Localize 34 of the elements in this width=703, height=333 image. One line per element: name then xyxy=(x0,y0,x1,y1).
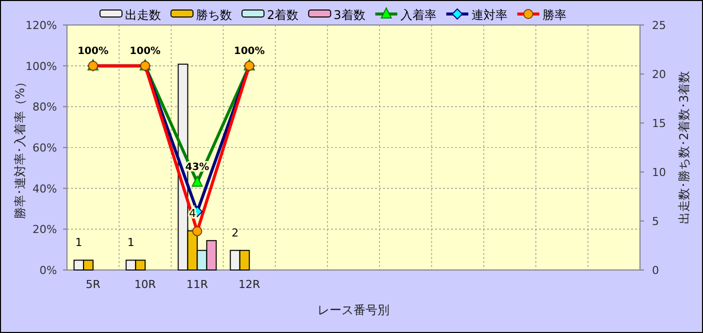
y-tick-label: 120% xyxy=(26,19,57,32)
x-axis-title: レース番号別 xyxy=(318,303,390,317)
y2-tick-label: 5 xyxy=(652,215,659,228)
y2-tick-label: 20 xyxy=(652,68,666,81)
legend-label: 入着率 xyxy=(400,8,436,22)
data-label: 1 xyxy=(75,236,82,250)
y2-tick-label: 0 xyxy=(652,264,659,277)
legend-label: 出走数 xyxy=(125,8,161,22)
legend-label: 勝率 xyxy=(542,8,566,22)
y-tick-label: 80% xyxy=(32,100,57,114)
y-tick-label: 0% xyxy=(40,264,57,277)
data-label: 100% xyxy=(130,46,161,57)
x-tick-label: 5R xyxy=(86,278,101,291)
y2-tick-label: 15 xyxy=(652,117,666,130)
legend-label: 連対率 xyxy=(471,8,508,22)
y2-tick-label: 10 xyxy=(652,166,666,179)
legend-label: 3着数 xyxy=(334,8,366,22)
y2-axis-title: 出走数･勝ち数･2着数･3着数 xyxy=(677,70,691,224)
data-label: 100% xyxy=(234,46,265,57)
legend-label: 勝ち数 xyxy=(196,8,232,22)
data-label: 100% xyxy=(78,46,108,57)
y-tick-label: 100% xyxy=(26,60,57,73)
data-label: 4 xyxy=(188,206,196,220)
x-tick-label: 11R xyxy=(186,278,208,291)
y-tick-label: 40% xyxy=(32,182,57,196)
x-tick-label: 10R xyxy=(134,278,156,291)
data-label: 1 xyxy=(127,236,134,250)
y-tick-label: 20% xyxy=(32,223,57,236)
y-axis-title: 勝率･連対率･入着率（%） xyxy=(13,76,27,220)
legend-label: 2着数 xyxy=(267,8,299,22)
x-tick-label: 12R xyxy=(238,278,260,291)
y2-tick-label: 25 xyxy=(652,19,666,32)
data-label: 2 xyxy=(232,226,239,240)
y-tick-label: 60% xyxy=(32,142,57,154)
